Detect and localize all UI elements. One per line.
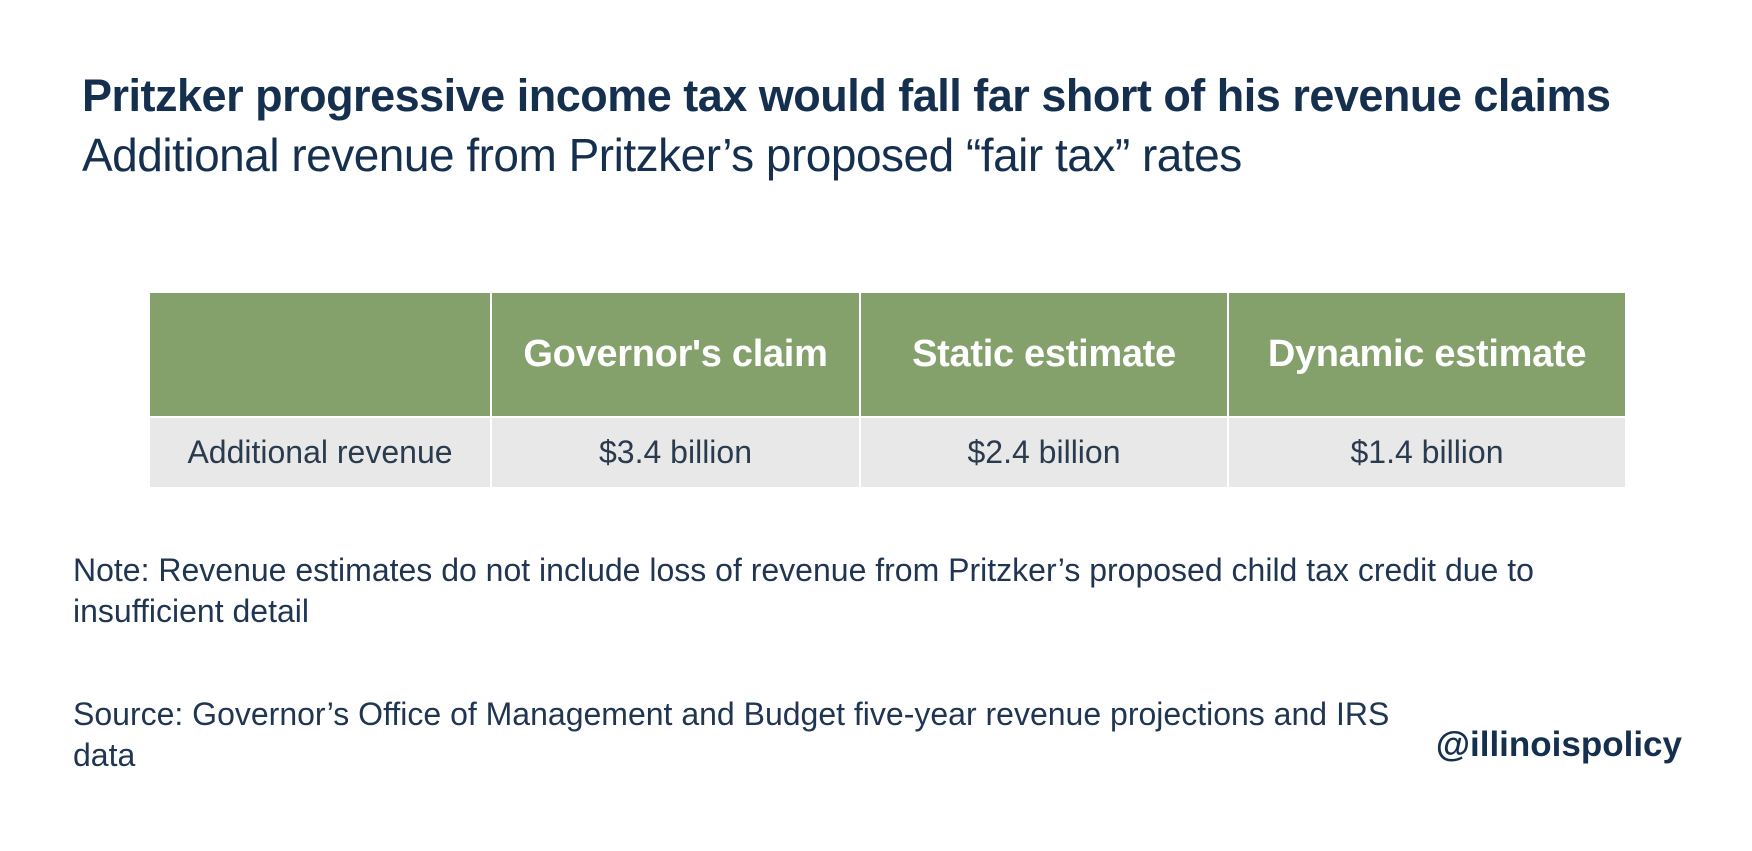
revenue-table-container: Governor's claim Static estimate Dynamic…: [150, 293, 1625, 487]
source-note: Source: Governor’s Office of Management …: [73, 696, 1390, 773]
footnote: Note: Revenue estimates do not include l…: [73, 552, 1534, 629]
row-label-additional-revenue: Additional revenue: [150, 417, 492, 487]
chart-subtitle: Additional revenue from Pritzker’s propo…: [82, 129, 1242, 181]
social-handle: @illinoispolicy: [1435, 725, 1682, 764]
table-row: Additional revenue $3.4 billion $2.4 bil…: [150, 417, 1625, 487]
header-cell-governors-claim: Governor's claim: [490, 293, 861, 417]
cell-static-estimate-value: $2.4 billion: [859, 417, 1229, 487]
chart-title: Pritzker progressive income tax would fa…: [82, 70, 1611, 121]
header-cell-empty: [150, 293, 492, 417]
revenue-table: Governor's claim Static estimate Dynamic…: [150, 293, 1625, 487]
cell-governors-claim-value: $3.4 billion: [490, 417, 861, 487]
header-cell-static-estimate: Static estimate: [859, 293, 1229, 417]
table-header-row: Governor's claim Static estimate Dynamic…: [150, 293, 1625, 417]
cell-dynamic-estimate-value: $1.4 billion: [1227, 417, 1625, 487]
header-cell-dynamic-estimate: Dynamic estimate: [1227, 293, 1625, 417]
